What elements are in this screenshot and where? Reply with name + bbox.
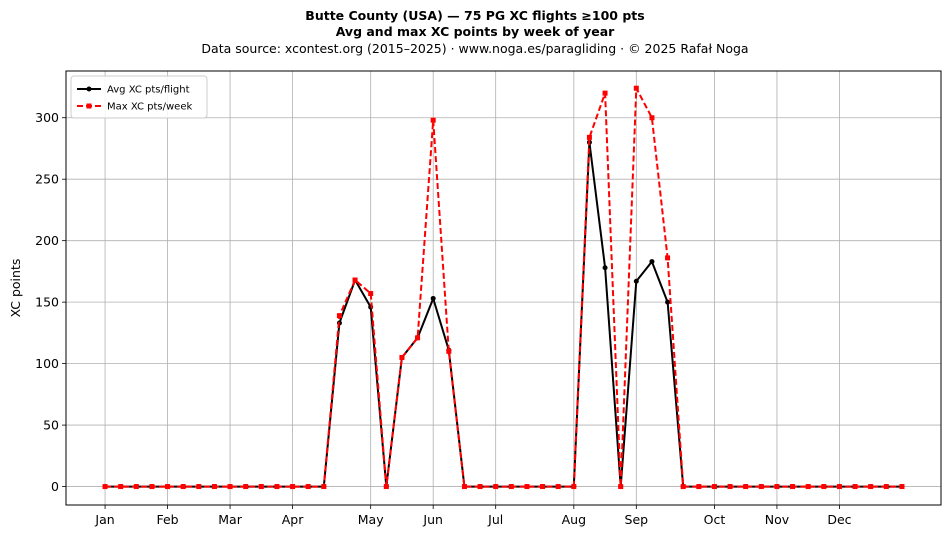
series-2-point [461, 484, 467, 490]
series-2-point [727, 484, 733, 490]
series-2-point [711, 484, 717, 490]
series-2-point [368, 291, 374, 297]
y-axis-label: XC points [8, 259, 23, 318]
series-2-point [571, 484, 577, 490]
series-2-point [477, 484, 483, 490]
series-2-point [211, 484, 217, 490]
series-2-point [633, 85, 639, 91]
series-2-point [508, 484, 514, 490]
legend: Avg XC pts/flight Max XC pts/week [70, 75, 208, 119]
series-2-point [227, 484, 233, 490]
series-2-point [540, 484, 546, 490]
series-1-point [649, 259, 655, 265]
series-2-point [399, 354, 405, 360]
series-2-point [680, 484, 686, 490]
y-tick-label: 300 [35, 110, 59, 125]
series-line-1 [105, 141, 902, 488]
y-tick-label: 150 [35, 295, 59, 310]
x-tick-label: Jun [422, 512, 443, 527]
series-2-point [118, 484, 124, 490]
x-tick-label: May [358, 512, 384, 527]
x-tick-label: Jul [487, 512, 503, 527]
series-2-point [165, 484, 171, 490]
series-2-point [649, 115, 655, 121]
axis-ticks: Jan Feb Mar Apr May Jun Jul Aug Sep Oct Nov Dec 0 50 1… [35, 110, 852, 527]
x-tick-label: Aug [562, 512, 586, 527]
series-2-point [383, 484, 389, 490]
series-1-point [602, 265, 608, 271]
series-2-point [290, 484, 296, 490]
series-2-point [790, 484, 796, 490]
series-2-point [149, 484, 155, 490]
series-2-point [493, 484, 499, 490]
x-tick-label: Nov [765, 512, 790, 527]
chart-titles: Butte County (USA) — 75 PG XC flights ≥1… [0, 8, 950, 58]
series-2-point [774, 484, 780, 490]
series-2-point [305, 484, 311, 490]
legend-label: Avg XC pts/flight [107, 85, 190, 96]
y-tick-label: 0 [51, 479, 59, 494]
x-tick-label: Apr [282, 512, 304, 527]
x-tick-label: Dec [827, 512, 851, 527]
x-tick-label: Mar [218, 512, 242, 527]
chart-subtitle: Data source: xcontest.org (2015–2025) · … [201, 41, 749, 56]
series-2-point [758, 484, 764, 490]
legend-label: Max XC pts/week [107, 102, 192, 113]
legend-swatch-marker [86, 103, 92, 109]
y-tick-label: 50 [43, 418, 59, 433]
x-tick-label: Oct [704, 512, 726, 527]
series-2-point [352, 277, 358, 283]
series-2-point [274, 484, 280, 490]
series-line-2 [105, 87, 902, 488]
series-2-point [602, 90, 608, 96]
series-2-point [868, 484, 874, 490]
series-2-point [102, 484, 108, 490]
series-2-point [524, 484, 530, 490]
x-tick-label: Sep [625, 512, 649, 527]
series-layer [102, 85, 905, 490]
series-2-point [586, 134, 592, 140]
series-2-point [415, 335, 421, 341]
legend-swatch-marker [86, 86, 92, 92]
series-2-point [665, 255, 671, 261]
y-tick-label: 100 [35, 356, 59, 371]
series-2-point [430, 117, 436, 123]
chart-title-line2: Avg and max XC points by week of year [335, 24, 615, 39]
series-2-point [258, 484, 264, 490]
series-2-point [555, 484, 561, 490]
legend-box [70, 75, 208, 119]
series-2-point [243, 484, 249, 490]
series-2-point [743, 484, 749, 490]
series-2-point [852, 484, 858, 490]
x-tick-label: Jan [94, 512, 114, 527]
series-2-point [836, 484, 842, 490]
series-2-point [696, 484, 702, 490]
y-tick-label: 200 [35, 233, 59, 248]
series-2-point [805, 484, 811, 490]
series-2-point [196, 484, 202, 490]
chart-title: Butte County (USA) — 75 PG XC flights ≥1… [305, 8, 645, 23]
x-tick-label: Feb [156, 512, 178, 527]
series-1-point [430, 295, 436, 301]
series-2-point [321, 484, 327, 490]
series-2-point [618, 484, 624, 490]
series-2-point [133, 484, 139, 490]
series-1-point [633, 278, 639, 284]
series-2-point [336, 313, 342, 319]
series-1-point [665, 299, 671, 305]
series-2-point [821, 484, 827, 490]
series-2-point [180, 484, 186, 490]
grid-lines [66, 71, 941, 505]
plot-frame [65, 70, 942, 506]
series-2-point [883, 484, 889, 490]
series-2-point [446, 348, 452, 354]
series-2-point [899, 484, 905, 490]
y-tick-label: 250 [35, 172, 59, 187]
